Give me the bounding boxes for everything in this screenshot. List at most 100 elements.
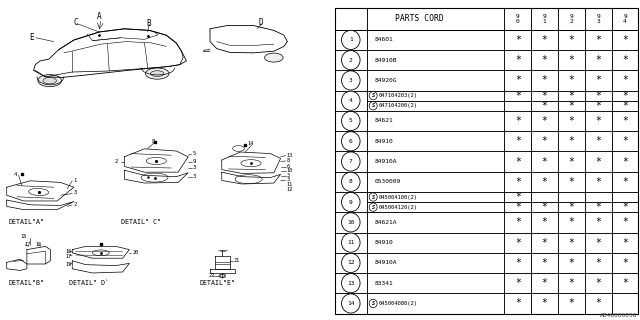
- Bar: [531, 151, 558, 172]
- Text: *: *: [595, 217, 601, 228]
- Text: *: *: [541, 299, 547, 308]
- Bar: [504, 8, 531, 30]
- Bar: [558, 212, 585, 233]
- Bar: [504, 50, 531, 70]
- Bar: [612, 212, 639, 233]
- Bar: [612, 70, 639, 91]
- Text: 8: 8: [349, 179, 353, 184]
- Text: 3: 3: [286, 173, 289, 178]
- Text: 84621: 84621: [374, 118, 394, 124]
- Bar: [612, 151, 639, 172]
- Text: *: *: [595, 76, 601, 85]
- Text: *: *: [515, 76, 520, 85]
- Bar: [558, 172, 585, 192]
- Text: 047104203(2): 047104203(2): [379, 93, 418, 98]
- Text: *: *: [515, 116, 520, 126]
- Bar: [335, 50, 367, 70]
- Bar: [558, 253, 585, 273]
- Circle shape: [369, 92, 377, 100]
- Bar: [504, 192, 531, 202]
- Bar: [367, 192, 504, 202]
- Text: *: *: [515, 238, 520, 248]
- Bar: [504, 293, 531, 314]
- Text: 17: 17: [24, 242, 31, 247]
- Text: 17: 17: [65, 253, 72, 259]
- Text: E: E: [29, 33, 34, 42]
- Bar: [585, 273, 612, 293]
- Text: *: *: [515, 202, 520, 212]
- Bar: [612, 253, 639, 273]
- Bar: [367, 70, 504, 91]
- Text: *: *: [515, 217, 520, 228]
- Bar: [612, 192, 639, 202]
- Bar: [612, 91, 639, 101]
- Bar: [585, 131, 612, 151]
- Circle shape: [342, 111, 360, 131]
- Bar: [531, 212, 558, 233]
- Text: 6: 6: [286, 164, 289, 169]
- Text: 12: 12: [286, 187, 292, 192]
- Ellipse shape: [43, 77, 56, 84]
- Text: *: *: [622, 101, 628, 111]
- Text: S: S: [372, 205, 375, 210]
- Bar: [531, 111, 558, 131]
- Text: 1: 1: [73, 178, 77, 183]
- Text: *: *: [541, 177, 547, 187]
- Circle shape: [342, 132, 360, 151]
- Circle shape: [369, 203, 377, 211]
- Bar: [558, 101, 585, 111]
- Bar: [558, 30, 585, 50]
- Text: 3: 3: [192, 174, 195, 179]
- Text: 16: 16: [35, 242, 42, 247]
- Text: S: S: [372, 301, 375, 306]
- Text: *: *: [568, 91, 574, 101]
- Bar: [531, 30, 558, 50]
- Text: *: *: [515, 258, 520, 268]
- Text: *: *: [568, 177, 574, 187]
- Text: *: *: [568, 278, 574, 288]
- Bar: [612, 293, 639, 314]
- Text: *: *: [568, 101, 574, 111]
- Bar: [585, 91, 612, 101]
- Bar: [367, 101, 504, 111]
- Bar: [531, 101, 558, 111]
- Circle shape: [369, 193, 377, 201]
- Text: 84920G: 84920G: [374, 78, 397, 83]
- Circle shape: [342, 152, 360, 171]
- Text: 14: 14: [347, 301, 355, 306]
- Bar: [531, 253, 558, 273]
- Bar: [335, 151, 367, 172]
- Text: 84910: 84910: [374, 240, 394, 245]
- Bar: [504, 253, 531, 273]
- Bar: [367, 233, 504, 253]
- Text: *: *: [622, 258, 628, 268]
- Bar: [367, 8, 504, 30]
- Text: *: *: [515, 278, 520, 288]
- Text: *: *: [622, 177, 628, 187]
- Text: *: *: [541, 136, 547, 146]
- Text: *: *: [541, 116, 547, 126]
- Bar: [585, 111, 612, 131]
- Text: *: *: [515, 55, 520, 65]
- Text: *: *: [568, 136, 574, 146]
- Text: *: *: [541, 202, 547, 212]
- Bar: [504, 151, 531, 172]
- Text: 9: 9: [192, 159, 195, 164]
- Text: *: *: [568, 217, 574, 228]
- Text: 3: 3: [73, 190, 77, 196]
- Text: *: *: [595, 156, 601, 166]
- Text: 22: 22: [209, 273, 214, 278]
- Circle shape: [342, 91, 360, 110]
- Text: *: *: [622, 238, 628, 248]
- Text: S: S: [372, 93, 375, 98]
- Text: 4: 4: [349, 98, 353, 103]
- Ellipse shape: [38, 75, 61, 87]
- Bar: [531, 202, 558, 212]
- Text: 9
3: 9 3: [596, 14, 600, 24]
- Bar: [367, 212, 504, 233]
- Bar: [531, 192, 558, 202]
- Text: *: *: [622, 217, 628, 228]
- Text: D: D: [259, 18, 263, 27]
- Bar: [585, 192, 612, 202]
- Text: *: *: [515, 91, 520, 101]
